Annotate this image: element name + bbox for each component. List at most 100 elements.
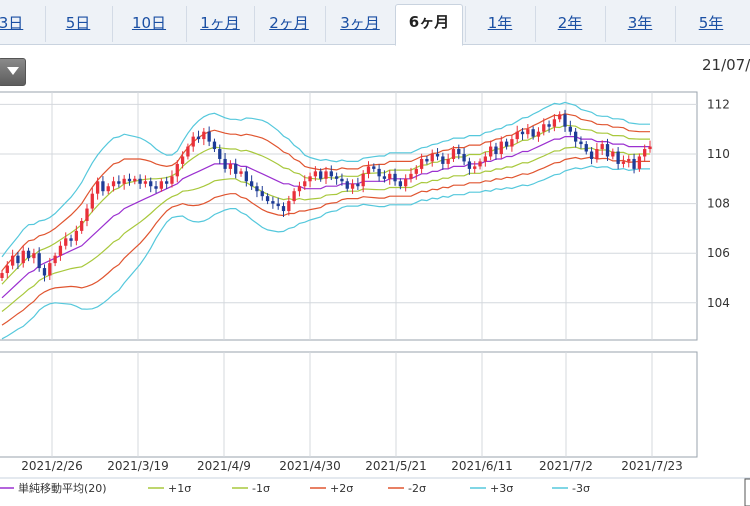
candle-body — [255, 186, 259, 192]
triangle-down-icon — [7, 67, 19, 75]
y-tick-label: 110 — [707, 147, 730, 161]
chart-options-dropdown[interactable] — [0, 58, 26, 86]
candle-body — [117, 181, 121, 184]
tab-1-month[interactable]: 1ヶ月 — [186, 6, 253, 42]
candle-body — [223, 158, 227, 169]
candle-body — [520, 131, 525, 135]
tab-3-years[interactable]: 3年 — [605, 6, 674, 42]
candle-body — [350, 183, 355, 189]
candle-body — [515, 131, 519, 140]
candle-body — [228, 163, 233, 169]
candle-body — [643, 149, 647, 157]
candle-body — [5, 265, 9, 274]
candle-body — [414, 168, 418, 174]
tab-3-months[interactable]: 3ヶ月 — [325, 6, 394, 42]
candle-body — [388, 173, 392, 179]
candle-body — [430, 154, 434, 162]
x-tick-label: 2021/7/2 — [539, 459, 593, 473]
tab-5-days[interactable]: 5日 — [45, 6, 110, 42]
candle-body — [329, 171, 333, 177]
candle-body — [600, 144, 604, 150]
candle-body — [563, 114, 567, 127]
candle-body — [165, 181, 169, 184]
candle-body — [281, 206, 286, 212]
candle-body — [324, 171, 328, 179]
candle-body — [425, 158, 429, 162]
tab-2-months[interactable]: 2ヶ月 — [254, 6, 323, 42]
x-tick-label: 2021/4/9 — [197, 459, 251, 473]
tab-10-days[interactable]: 10日 — [112, 6, 185, 42]
candle-body — [26, 250, 31, 259]
candle-body — [627, 158, 631, 162]
candle-body — [260, 191, 264, 197]
candle-body — [462, 154, 466, 162]
candle-body — [446, 158, 450, 164]
candle-body — [494, 146, 498, 154]
candle-body — [292, 191, 296, 202]
candle-body — [483, 156, 487, 162]
candle-body — [595, 149, 599, 159]
legend-label: +2σ — [330, 482, 353, 495]
tab-6-months[interactable]: 6ヶ月 — [395, 4, 463, 46]
candle-body — [499, 141, 503, 154]
candle-body — [616, 151, 620, 164]
candle-body — [419, 158, 424, 169]
legend-label: +3σ — [490, 482, 513, 495]
candle-body — [21, 250, 25, 264]
candle-body — [372, 166, 376, 169]
candle-body — [568, 126, 572, 132]
candle-body — [441, 156, 445, 164]
tab-5-years[interactable]: 5年 — [675, 6, 746, 42]
candle-body — [308, 176, 312, 182]
lower-panel-frame — [0, 351, 698, 458]
candle-body — [536, 131, 541, 137]
candle-body — [510, 139, 514, 147]
plus-3-sigma-line — [1, 101, 650, 258]
candle-body — [58, 245, 63, 256]
candle-body — [303, 181, 307, 187]
candle-body — [133, 178, 137, 182]
candle-body — [37, 253, 41, 269]
candle-body — [334, 176, 339, 179]
candle-body — [489, 146, 493, 157]
candle-body — [584, 144, 588, 152]
candle-body — [111, 181, 116, 187]
y-tick-label: 112 — [707, 97, 730, 111]
candle-body — [10, 255, 15, 266]
y-tick-label: 104 — [707, 296, 730, 310]
candle-body — [605, 144, 610, 157]
candle-body — [175, 163, 179, 177]
candle-body — [249, 181, 254, 187]
candle-body — [393, 173, 397, 182]
candle-body — [404, 178, 408, 187]
candle-body — [186, 146, 190, 157]
candle-body — [558, 114, 562, 120]
candle-body — [170, 176, 174, 184]
candle-body — [239, 171, 243, 174]
tab-1-year[interactable]: 1年 — [465, 6, 534, 42]
candle-body — [382, 176, 387, 179]
candle-body — [473, 166, 477, 169]
x-tick-label: 2021/5/21 — [365, 459, 427, 473]
candle-body — [85, 208, 89, 221]
candle-body — [95, 181, 100, 194]
tab-3-days[interactable]: 3日 — [0, 6, 33, 42]
minus-1-sigma-line — [1, 146, 650, 312]
candle-body — [159, 181, 163, 189]
candle-body — [80, 220, 84, 231]
legend-label: -1σ — [252, 482, 270, 495]
candle-body — [218, 149, 222, 159]
candle-body — [632, 158, 636, 169]
candle-body — [271, 201, 275, 204]
legend-label: -3σ — [572, 482, 590, 495]
legend-box-edge — [744, 478, 750, 506]
candle-body — [531, 129, 535, 137]
tab-2-years[interactable]: 2年 — [535, 6, 604, 42]
y-tick-label: 106 — [707, 246, 730, 260]
candle-body — [542, 124, 546, 132]
candle-body — [106, 186, 110, 192]
candle-body — [297, 186, 302, 192]
candle-body — [127, 178, 132, 182]
candle-body — [340, 178, 344, 182]
